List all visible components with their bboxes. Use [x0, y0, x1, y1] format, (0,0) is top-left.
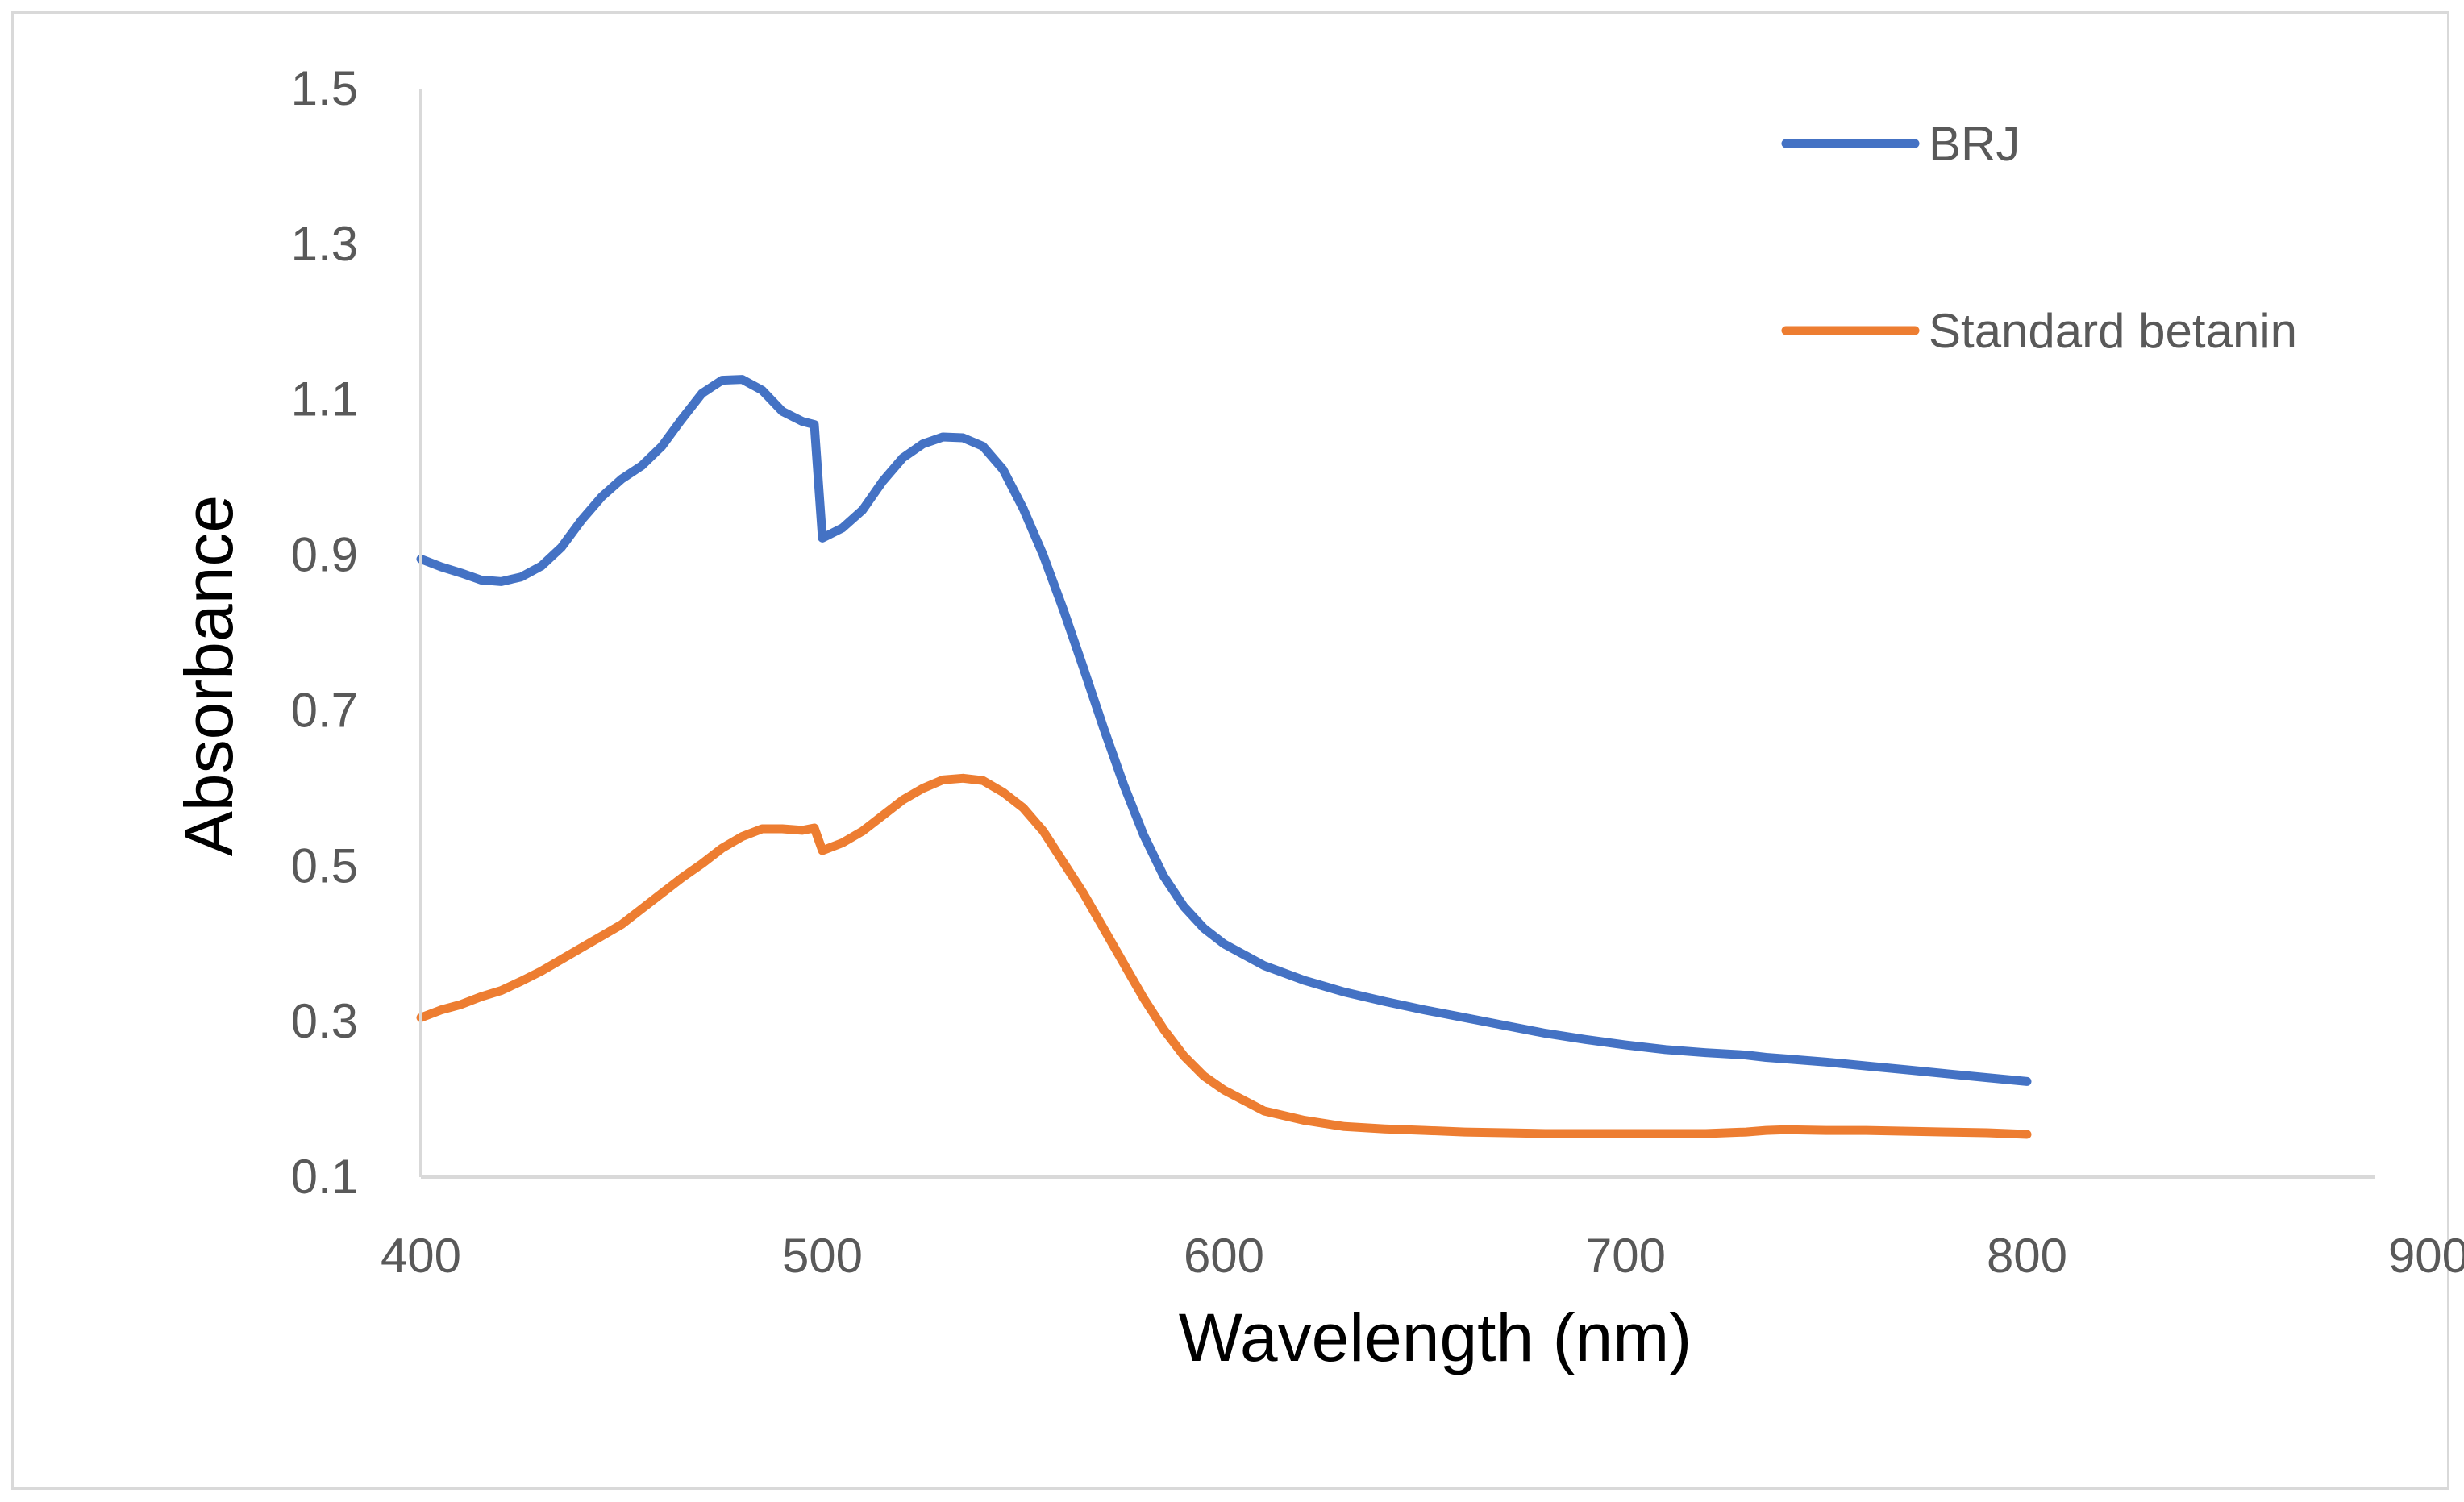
chart-frame	[11, 11, 2449, 1490]
y-tick-label: 1.3	[291, 217, 358, 271]
axes-layer	[419, 89, 2375, 1179]
x-tick-label: 900	[2388, 1229, 2464, 1283]
x-tick-label: 700	[1585, 1229, 1666, 1283]
series-line-standard-betanin	[416, 773, 2032, 1139]
x-tick-label: 500	[782, 1229, 863, 1283]
x-tick-label: 400	[381, 1229, 461, 1283]
y-tick-label: 0.1	[291, 1150, 358, 1204]
legend: BRJ Standard betanin	[1781, 117, 2297, 358]
legend-label-standard-betanin: Standard betanin	[1929, 304, 2297, 358]
series-layer	[416, 375, 2032, 1139]
x-tick-label: 800	[1987, 1229, 2067, 1283]
y-tick-label: 1.5	[291, 61, 358, 115]
x-tick-label: 600	[1184, 1229, 1264, 1283]
y-tick-label: 0.7	[291, 683, 358, 737]
series-line-brj	[416, 375, 2032, 1086]
legend-label-brj: BRJ	[1929, 117, 2020, 171]
y-tick-label: 1.1	[291, 372, 358, 426]
y-tick-label: 0.5	[291, 838, 358, 892]
y-tick-label: 0.9	[291, 528, 358, 582]
y-tick-labels: 0.1 0.3 0.5 0.7 0.9 1.1 1.3 1.5	[291, 61, 358, 1204]
x-tick-labels: 400 500 600 700 800 900	[381, 1229, 2464, 1283]
y-tick-label: 0.3	[291, 994, 358, 1048]
x-axis-title: Wavelength (nm)	[1179, 1300, 1692, 1375]
y-axis-title: Absorbance	[171, 495, 247, 856]
